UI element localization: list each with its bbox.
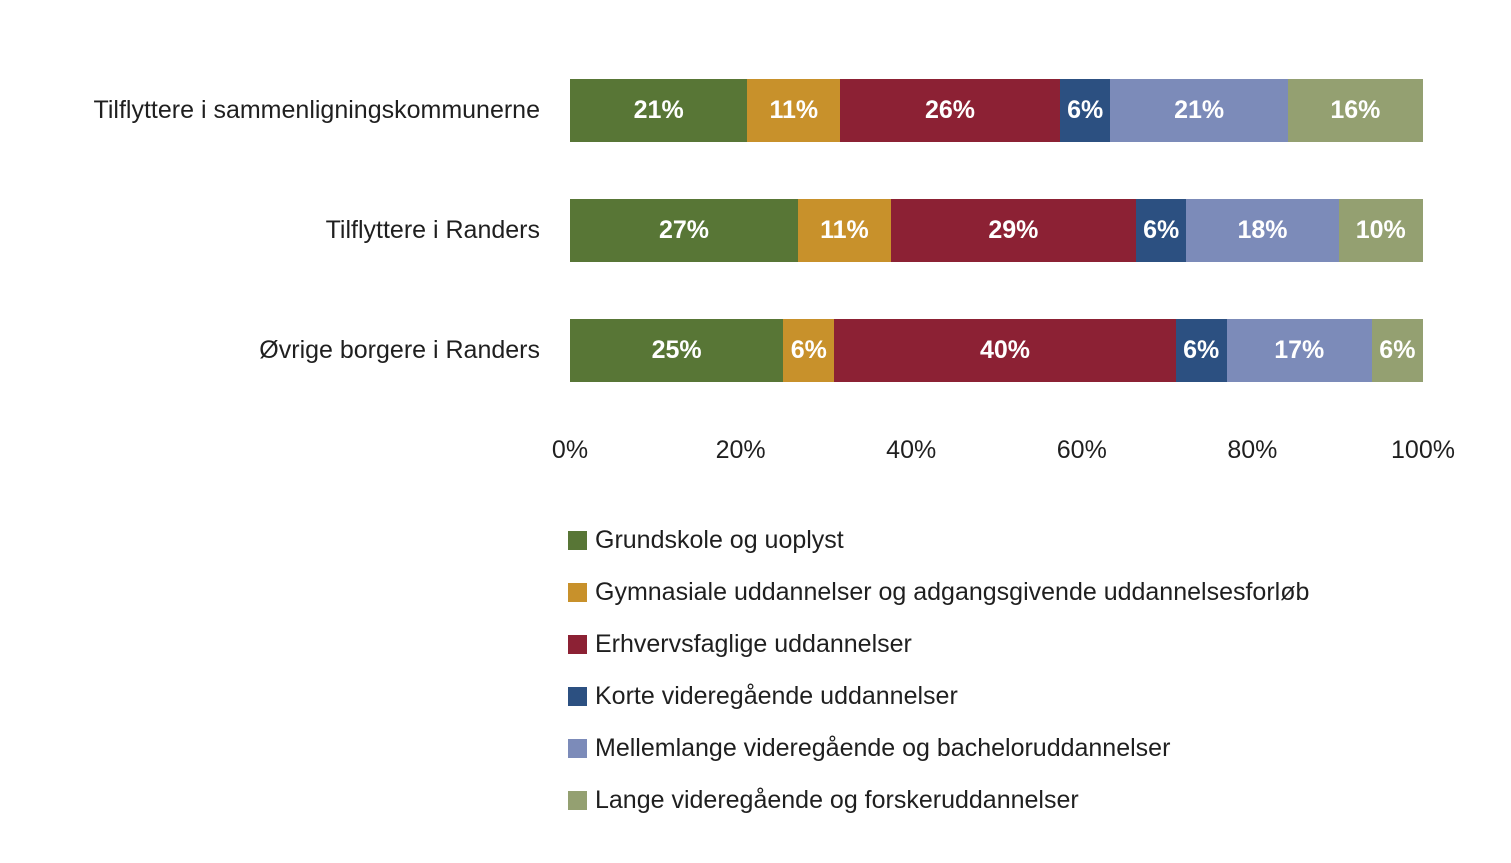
bar-segment: 11%	[747, 78, 841, 142]
bar-track: 25% 6% 40% 6% 17% 6%	[570, 318, 1423, 382]
category-label: Tilflyttere i Randers	[325, 215, 540, 244]
legend-label: Grundskole og uoplyst	[595, 525, 844, 554]
segment-value-label: 6%	[1143, 215, 1180, 244]
bar-segment: 6%	[1371, 318, 1423, 382]
legend-label: Mellemlange videregående og bachelorudda…	[595, 733, 1171, 762]
category-label: Øvrige borgere i Randers	[259, 335, 540, 364]
bar-segment: 29%	[890, 198, 1136, 262]
bar-segment: 27%	[570, 198, 799, 262]
segment-value-label: 6%	[1067, 95, 1104, 124]
bar-segment: 18%	[1186, 198, 1339, 262]
x-axis-tick-label: 60%	[1056, 436, 1107, 464]
legend-swatch-icon	[568, 582, 587, 602]
segment-value-label: 26%	[925, 95, 976, 124]
chart-row: Øvrige borgere i Randers 25% 6% 40% 6% 17% 6%	[0, 290, 1511, 410]
legend-swatch-icon	[568, 686, 587, 706]
legend-item: Lange videregående og forskeruddannelser	[568, 774, 1309, 826]
legend-label: Lange videregående og forskeruddannelser	[595, 785, 1079, 814]
bar-segment: 6%	[1175, 318, 1227, 382]
segment-value-label: 16%	[1330, 95, 1381, 124]
legend-swatch-icon	[568, 790, 587, 810]
legend-item: Korte videregående uddannelser	[568, 670, 1309, 722]
bar-segment: 25%	[570, 318, 784, 382]
segment-value-label: 11%	[820, 215, 869, 244]
legend-item: Erhvervsfaglige uddannelser	[568, 618, 1309, 670]
bar-track: 27% 11% 29% 6% 18% 10%	[570, 198, 1423, 262]
x-axis-tick-label: 40%	[886, 436, 937, 464]
segment-value-label: 6%	[1183, 335, 1220, 364]
segment-value-label: 25%	[651, 335, 702, 364]
legend: Grundskole og uoplyst Gymnasiale uddannel…	[568, 514, 1309, 826]
bar-segment: 10%	[1338, 198, 1423, 262]
legend-item: Grundskole og uoplyst	[568, 514, 1309, 566]
bar-segment: 21%	[1110, 78, 1288, 142]
bar-segment: 40%	[834, 318, 1176, 382]
legend-item: Gymnasiale uddannelser og adgangsgivende…	[568, 566, 1309, 618]
chart-row: Tilflyttere i Randers 27% 11% 29% 6% 18% 10%	[0, 170, 1511, 290]
x-axis-tick-label: 20%	[715, 436, 766, 464]
bar-track: 21% 11% 26% 6% 21% 16%	[570, 78, 1423, 142]
legend-swatch-icon	[568, 738, 587, 758]
bar-segment: 21%	[570, 78, 748, 142]
segment-value-label: 40%	[979, 335, 1031, 364]
chart-row: Tilflyttere i sammenligningskommunerne 21…	[0, 50, 1511, 170]
segment-value-label: 21%	[633, 95, 684, 124]
legend-label: Gymnasiale uddannelser og adgangsgivende…	[595, 577, 1310, 606]
bar-segment: 11%	[798, 198, 891, 262]
bar-segment: 16%	[1287, 78, 1423, 142]
bar-segment: 17%	[1226, 318, 1372, 382]
legend-swatch-icon	[568, 634, 587, 654]
segment-value-label: 17%	[1274, 335, 1325, 364]
bar-segment: 6%	[1135, 198, 1187, 262]
legend-swatch-icon	[568, 530, 587, 550]
category-label: Tilflyttere i sammenligningskommunerne	[93, 95, 540, 124]
segment-value-label: 18%	[1237, 215, 1288, 244]
x-axis: 0% 20% 40% 60% 80% 100%	[552, 436, 1455, 470]
segment-value-label: 29%	[988, 215, 1039, 244]
bar-segment: 6%	[1059, 78, 1111, 142]
x-axis-tick-label: 100%	[1391, 436, 1455, 464]
chart-rows: Tilflyttere i sammenligningskommunerne 21…	[0, 50, 1511, 410]
segment-value-label: 6%	[1379, 335, 1416, 364]
segment-value-label: 27%	[658, 215, 710, 244]
legend-item: Mellemlange videregående og bachelorudda…	[568, 722, 1309, 774]
bar-segment: 26%	[840, 78, 1060, 142]
x-axis-tick-label: 80%	[1227, 436, 1278, 464]
legend-label: Erhvervsfaglige uddannelser	[595, 629, 912, 658]
bar-segment: 6%	[783, 318, 835, 382]
segment-value-label: 21%	[1174, 95, 1225, 124]
segment-value-label: 10%	[1355, 215, 1406, 244]
segment-value-label: 11%	[769, 95, 819, 124]
legend-label: Korte videregående uddannelser	[595, 681, 958, 710]
x-axis-tick-label: 0%	[551, 436, 589, 464]
segment-value-label: 6%	[790, 335, 827, 364]
